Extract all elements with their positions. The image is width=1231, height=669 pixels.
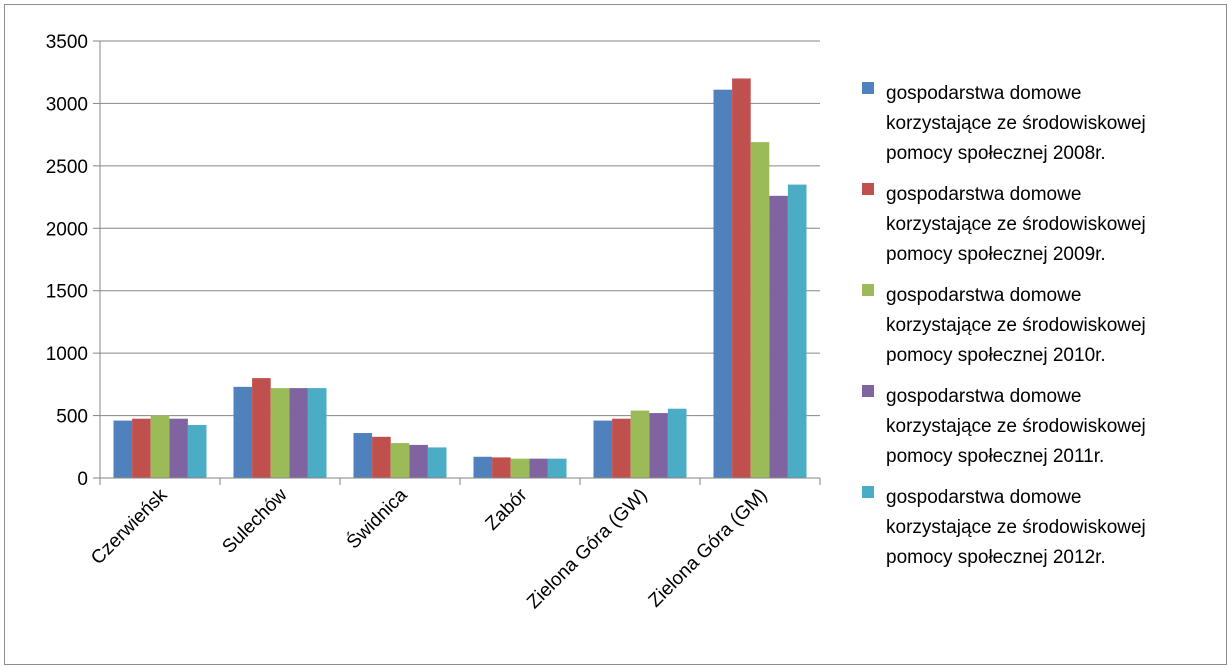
legend-label: gospodarstwa domowe [886, 184, 1081, 205]
category-label: Zabór [482, 484, 532, 534]
category-label: Czerwieńsk [87, 484, 172, 569]
bar [233, 386, 253, 478]
bar [750, 142, 770, 478]
bar [473, 456, 493, 478]
legend-label: korzystające ze środowiskowej [886, 416, 1146, 437]
bar [132, 418, 151, 478]
bar [630, 410, 650, 478]
legend-swatch [862, 486, 874, 498]
y-tick-labels: 0 500 1000 1500 2000 2500 3000 3500 [46, 32, 88, 490]
bar [187, 424, 207, 478]
bar [612, 418, 631, 478]
legend-label: korzystające ze środowiskowej [886, 214, 1146, 235]
category-label: Świdnica [342, 484, 412, 554]
category-label: Zielona Góra (GM) [645, 485, 772, 612]
bar [713, 89, 733, 478]
bar [547, 458, 567, 478]
bar [113, 420, 133, 478]
legend-label: korzystające ze środowiskowej [886, 315, 1146, 336]
y-tick-label: 2500 [46, 157, 88, 178]
bar [492, 457, 511, 478]
legend-label: gospodarstwa domowe [886, 487, 1081, 508]
chart-frame [4, 4, 1227, 665]
legend: gospodarstwa domowe korzystające ze środo… [862, 82, 1146, 568]
y-tick-label: 0 [77, 469, 88, 490]
bar [667, 408, 687, 478]
y-tick-label: 3500 [46, 32, 88, 53]
axes [93, 40, 821, 485]
legend-label: gospodarstwa domowe [886, 83, 1081, 104]
category-label: Sulechów [218, 484, 291, 557]
bar [427, 447, 447, 478]
y-tick-label: 1500 [46, 282, 88, 303]
legend-label: korzystające ze środowiskowej [886, 113, 1146, 134]
y-tick-label: 3000 [46, 94, 88, 115]
legend-label: pomocy społecznej 2010r. [886, 345, 1106, 366]
bar [353, 433, 373, 478]
category-label: Zielona Góra (GW) [523, 485, 651, 613]
legend-label: pomocy społecznej 2012r. [886, 547, 1106, 568]
bar [252, 378, 271, 478]
bar [372, 436, 391, 478]
bar [270, 388, 290, 478]
bar [732, 78, 751, 479]
bar [529, 458, 548, 478]
y-tick-label: 2000 [46, 219, 88, 240]
gridlines [100, 40, 820, 417]
bar [769, 195, 788, 478]
legend-label: pomocy społecznej 2009r. [886, 244, 1106, 265]
bar [289, 388, 308, 478]
bar [307, 388, 327, 478]
bar [510, 458, 530, 478]
y-tick-label: 500 [56, 407, 88, 428]
bar [593, 420, 613, 478]
bar [150, 415, 170, 478]
legend-swatch [862, 385, 874, 397]
bars [113, 78, 807, 479]
bar [390, 443, 410, 478]
legend-swatch [862, 183, 874, 195]
legend-label: gospodarstwa domowe [886, 386, 1081, 407]
bar [649, 413, 668, 478]
legend-label: gospodarstwa domowe [886, 285, 1081, 306]
legend-label: korzystające ze środowiskowej [886, 517, 1146, 538]
bar [787, 184, 807, 478]
legend-label: pomocy społecznej 2011r. [886, 446, 1104, 467]
bar [169, 418, 188, 478]
legend-swatch [862, 284, 874, 296]
legend-label: pomocy społecznej 2008r. [886, 143, 1106, 164]
bar [409, 444, 428, 478]
y-tick-label: 1000 [46, 344, 88, 365]
legend-swatch [862, 82, 874, 94]
